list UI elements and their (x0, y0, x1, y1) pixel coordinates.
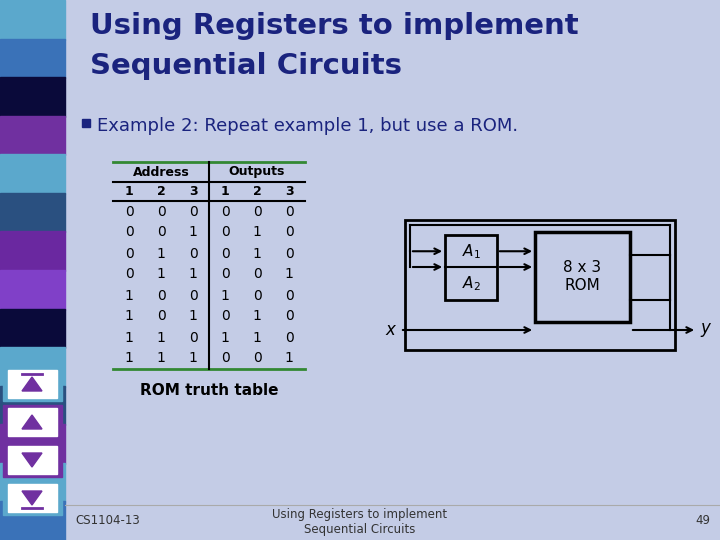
Text: Address: Address (132, 165, 189, 179)
Polygon shape (22, 377, 42, 391)
Text: 0: 0 (253, 267, 261, 281)
Text: 1: 1 (284, 267, 294, 281)
Polygon shape (22, 491, 42, 505)
Text: Using Registers to implement
Sequential Circuits: Using Registers to implement Sequential … (272, 508, 448, 536)
Text: 0: 0 (253, 288, 261, 302)
Text: 0: 0 (220, 352, 230, 366)
Text: ROM: ROM (564, 279, 600, 294)
Text: 1: 1 (189, 309, 197, 323)
Text: 1: 1 (220, 288, 230, 302)
Text: 0: 0 (125, 205, 133, 219)
Polygon shape (22, 415, 42, 429)
Text: 0: 0 (189, 246, 197, 260)
Text: 0: 0 (253, 352, 261, 366)
Bar (8, 446, 57, 474)
Text: 8 x 3: 8 x 3 (564, 260, 602, 275)
Text: 1: 1 (125, 352, 133, 366)
Text: 1: 1 (189, 267, 197, 281)
Bar (0, 0, 65, 39)
Text: $y$: $y$ (700, 321, 713, 339)
Bar (0, 347, 65, 387)
Text: 0: 0 (189, 330, 197, 345)
Bar (82, 119, 90, 127)
Text: 0: 0 (284, 205, 293, 219)
Text: 1: 1 (156, 246, 166, 260)
Text: CS1104-13: CS1104-13 (75, 514, 140, 526)
Bar (405, 220, 675, 350)
Bar (8, 408, 57, 436)
Text: $A_2$: $A_2$ (462, 274, 480, 293)
Bar (3, 405, 62, 439)
Bar (0, 77, 65, 117)
Text: 0: 0 (284, 246, 293, 260)
Bar (8, 484, 57, 512)
Bar (8, 370, 57, 398)
Text: 0: 0 (189, 205, 197, 219)
Text: ROM truth table: ROM truth table (140, 383, 278, 398)
Text: 0: 0 (125, 226, 133, 240)
Text: 1: 1 (189, 226, 197, 240)
Bar (3, 481, 62, 515)
Text: 1: 1 (284, 352, 294, 366)
Text: 3: 3 (189, 185, 197, 198)
Text: 0: 0 (157, 226, 166, 240)
Text: 0: 0 (284, 288, 293, 302)
Text: 0: 0 (220, 267, 230, 281)
Text: 0: 0 (125, 267, 133, 281)
Text: 2: 2 (157, 185, 166, 198)
Text: 0: 0 (253, 205, 261, 219)
Bar (445, 235, 497, 300)
Text: 1: 1 (156, 267, 166, 281)
Text: 1: 1 (253, 309, 261, 323)
Text: $A_1$: $A_1$ (462, 242, 480, 261)
Text: Outputs: Outputs (229, 165, 285, 179)
Bar (0, 463, 65, 502)
Bar (0, 193, 65, 232)
Text: 0: 0 (220, 205, 230, 219)
Bar (0, 308, 65, 348)
Text: Example 2: Repeat example 1, but use a ROM.: Example 2: Repeat example 1, but use a R… (97, 117, 518, 135)
Text: 3: 3 (284, 185, 293, 198)
Text: 0: 0 (157, 205, 166, 219)
Bar (535, 232, 630, 322)
Text: Using Registers to implement: Using Registers to implement (90, 12, 579, 40)
Bar (0, 270, 65, 309)
Text: 1: 1 (125, 330, 133, 345)
Bar (0, 424, 65, 464)
Text: 1: 1 (253, 226, 261, 240)
Text: $x$: $x$ (384, 321, 397, 339)
Bar (0, 116, 65, 156)
Bar (0, 232, 65, 271)
Text: 0: 0 (157, 309, 166, 323)
Text: 0: 0 (284, 226, 293, 240)
Text: 0: 0 (125, 246, 133, 260)
Text: 0: 0 (220, 226, 230, 240)
Text: 1: 1 (125, 309, 133, 323)
Text: 1: 1 (220, 330, 230, 345)
Bar (3, 367, 62, 401)
Text: 49: 49 (695, 514, 710, 526)
Text: 1: 1 (253, 246, 261, 260)
Text: 0: 0 (189, 288, 197, 302)
Text: 1: 1 (125, 288, 133, 302)
Bar (3, 443, 62, 477)
Bar (0, 502, 65, 540)
Text: 0: 0 (284, 309, 293, 323)
Polygon shape (22, 453, 42, 467)
Text: 1: 1 (156, 352, 166, 366)
Bar (0, 386, 65, 426)
Text: 0: 0 (220, 309, 230, 323)
Bar (0, 154, 65, 194)
Text: 0: 0 (157, 288, 166, 302)
Text: 2: 2 (253, 185, 261, 198)
Text: 1: 1 (220, 185, 230, 198)
Text: 1: 1 (156, 330, 166, 345)
Bar (0, 38, 65, 78)
Text: 0: 0 (220, 246, 230, 260)
Text: 1: 1 (253, 330, 261, 345)
Text: 0: 0 (284, 330, 293, 345)
Text: Sequential Circuits: Sequential Circuits (90, 52, 402, 80)
Text: 1: 1 (125, 185, 133, 198)
Text: 1: 1 (189, 352, 197, 366)
